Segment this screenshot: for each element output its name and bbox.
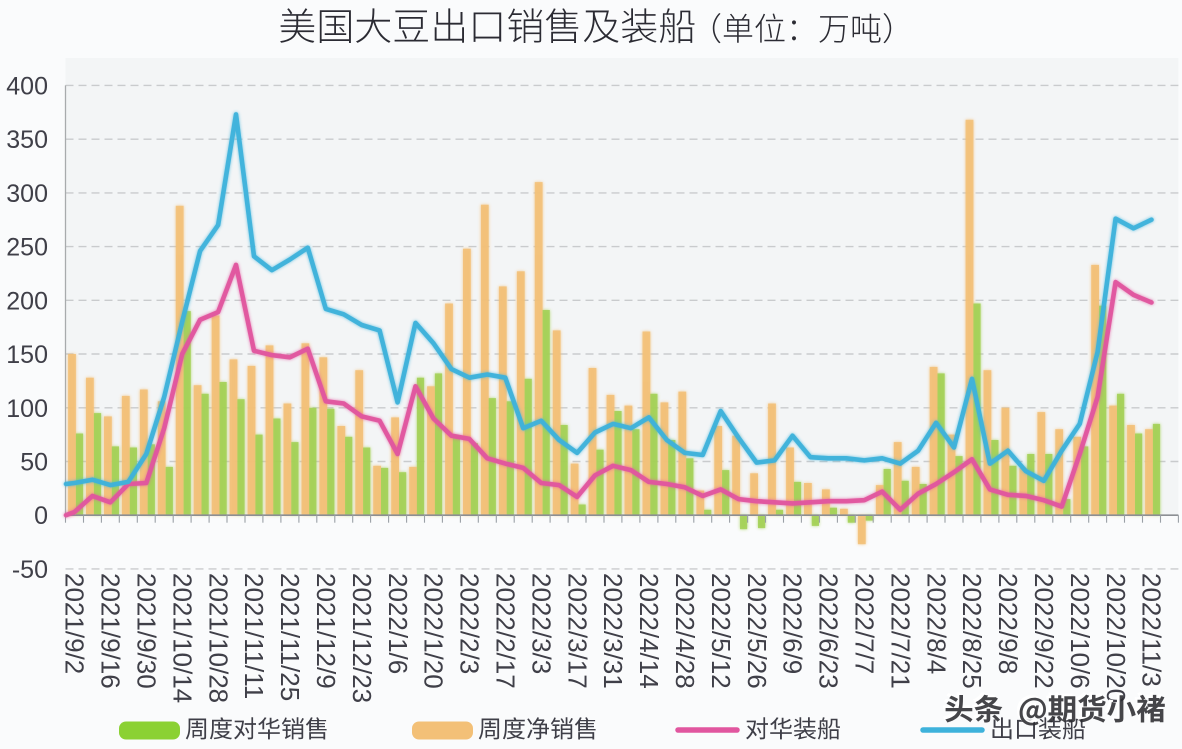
svg-text:2022/1/20: 2022/1/20 (419, 573, 449, 689)
svg-text:2022/6/9: 2022/6/9 (778, 573, 808, 674)
svg-text:200: 200 (6, 287, 48, 315)
svg-text:2022/5/26: 2022/5/26 (742, 573, 772, 689)
svg-text:2022/5/12: 2022/5/12 (706, 573, 736, 689)
svg-text:2021/10/28: 2021/10/28 (203, 573, 233, 703)
svg-text:-50: -50 (12, 556, 48, 584)
svg-text:2022/3/17: 2022/3/17 (562, 573, 592, 689)
svg-text:50: 50 (20, 449, 48, 477)
svg-text:2022/9/8: 2022/9/8 (993, 573, 1023, 674)
svg-text:350: 350 (6, 126, 48, 154)
svg-text:250: 250 (6, 234, 48, 262)
svg-text:100: 100 (6, 395, 48, 423)
svg-text:2022/10/20: 2022/10/20 (1101, 573, 1131, 703)
svg-text:2022/6/23: 2022/6/23 (814, 573, 844, 689)
svg-text:2022/2/17: 2022/2/17 (491, 573, 521, 689)
svg-text:2021/9/16: 2021/9/16 (96, 573, 126, 689)
svg-text:2022/10/6: 2022/10/6 (1065, 573, 1095, 689)
svg-text:2021/9/2: 2021/9/2 (60, 573, 90, 674)
svg-text:2021/11/11: 2021/11/11 (239, 573, 269, 699)
svg-text:0: 0 (34, 502, 48, 530)
svg-text:2022/7/7: 2022/7/7 (850, 573, 880, 674)
svg-text:2022/7/21: 2022/7/21 (885, 573, 915, 689)
svg-text:2022/11/3: 2022/11/3 (1137, 573, 1167, 687)
svg-text:400: 400 (6, 72, 48, 100)
svg-text:2021/12/23: 2021/12/23 (347, 573, 377, 703)
svg-text:2022/8/4: 2022/8/4 (921, 573, 951, 674)
svg-text:2022/8/25: 2022/8/25 (957, 573, 987, 689)
svg-text:150: 150 (6, 341, 48, 369)
svg-text:2022/9/22: 2022/9/22 (1029, 573, 1059, 689)
svg-text:2021/9/30: 2021/9/30 (132, 573, 162, 689)
svg-text:2021/11/25: 2021/11/25 (275, 573, 305, 701)
svg-text:2022/3/31: 2022/3/31 (598, 573, 628, 689)
svg-text:2021/10/14: 2021/10/14 (167, 573, 197, 703)
svg-text:2022/4/28: 2022/4/28 (670, 573, 700, 689)
svg-text:2021/12/9: 2021/12/9 (311, 573, 341, 689)
svg-text:2022/4/14: 2022/4/14 (634, 573, 664, 689)
svg-text:300: 300 (6, 180, 48, 208)
svg-text:2022/2/3: 2022/2/3 (455, 573, 485, 674)
svg-text:2022/3/3: 2022/3/3 (526, 573, 556, 674)
svg-text:2022/1/6: 2022/1/6 (383, 573, 413, 674)
